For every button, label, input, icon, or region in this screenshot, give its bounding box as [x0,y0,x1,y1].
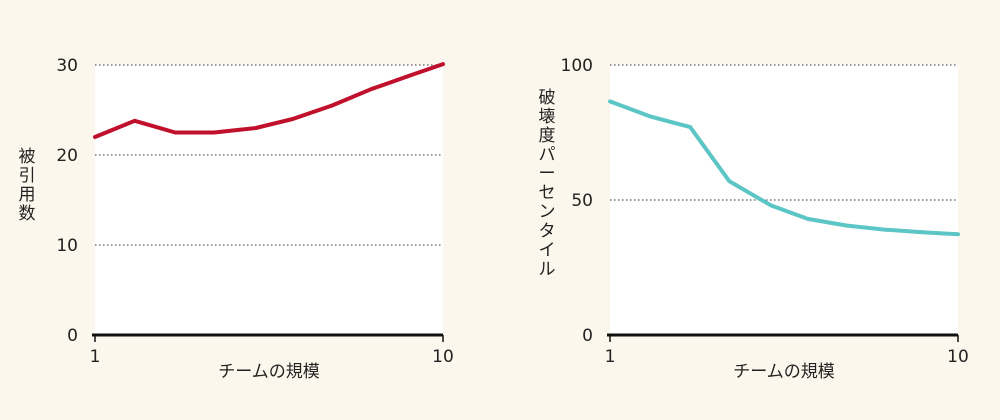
data-point [806,217,810,221]
y-tick-label: 20 [56,146,78,166]
data-point [93,135,97,139]
x-tick-label: 10 [947,347,969,367]
data-point [441,62,445,66]
chart-1: 0 10 20 30 1 10 チームの規模 被引用数 [19,56,454,382]
y-tick-label: 100 [561,56,593,76]
data-point [369,87,373,91]
data-point [845,224,849,228]
y-tick-label: 30 [56,56,78,76]
data-point [884,228,888,232]
y-tick-label: 10 [56,236,78,256]
x-axis-title: チームの規模 [733,362,835,382]
data-point [727,179,731,183]
y-axis-title: 被引用数 [19,147,36,224]
data-point [173,130,177,135]
series-line [608,99,960,237]
plot-area [95,65,443,335]
series-line [93,62,445,139]
y-tick-label: 0 [582,326,593,346]
data-point [648,114,652,118]
x-axis-title: チームの規模 [218,362,320,382]
y-tick-label: 0 [67,326,78,346]
data-point [688,125,692,129]
data-point [922,230,926,234]
x-tick-label: 1 [605,347,616,367]
data-point [133,119,137,123]
data-point [608,99,612,104]
data-point [212,130,216,135]
data-point [254,126,258,130]
data-point [407,74,411,78]
y-tick-label: 50 [571,191,593,211]
data-point [330,103,334,108]
x-tick-label: 10 [432,347,454,367]
data-point [956,232,960,236]
plot-area [610,65,958,335]
data-point [291,117,295,121]
y-axis-title: 破壊度パーセンタイル [539,88,556,279]
x-tick-label: 1 [90,347,101,367]
chart-2: 0 50 100 1 10 チームの規模 破壊度パーセンタイル [539,56,969,382]
data-point [769,203,773,207]
